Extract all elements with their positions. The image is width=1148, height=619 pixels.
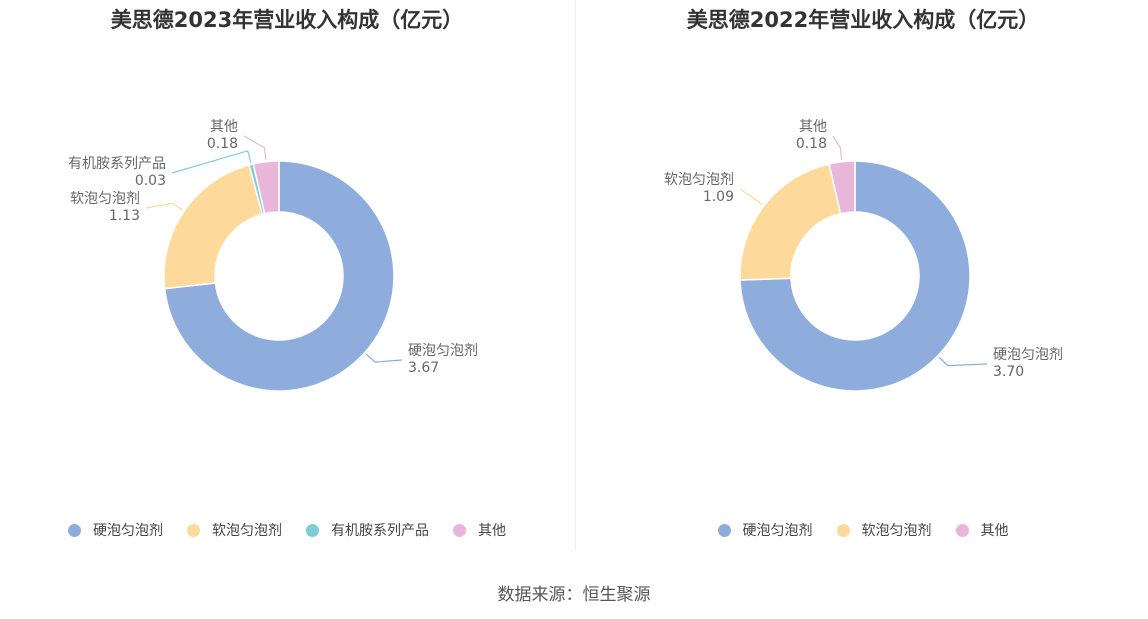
slice-value-label-2: 0.03 [135, 173, 166, 189]
legend-2022: 硬泡匀泡剂 软泡匀泡剂 其他 [576, 520, 1148, 540]
data-source-footer: 数据来源：恒生聚源 [497, 585, 651, 605]
legend-label: 硬泡匀泡剂 [742, 523, 813, 539]
legend-label: 软泡匀泡剂 [212, 523, 282, 539]
donut-slice-0 [163, 160, 395, 392]
legend-item-0[interactable]: 硬泡匀泡剂 [68, 520, 163, 540]
leader-line-0 [938, 356, 988, 367]
donut-slice-3 [252, 160, 280, 215]
leader-line-1 [739, 188, 763, 206]
slice-value-label-2: 0.18 [796, 136, 827, 152]
slice-value-label-0: 3.67 [408, 360, 439, 376]
donut-slice-2 [828, 160, 856, 215]
slice-name-label-1: 软泡匀泡剂 [664, 172, 734, 188]
legend-label: 其他 [478, 523, 506, 539]
legend-marker-icon [717, 523, 731, 537]
legend-label: 有机胺系列产品 [331, 523, 429, 539]
leader-line-2 [171, 150, 252, 174]
panel-divider [575, 0, 576, 550]
chart-panel-2022: 美思德2022年营业收入构成（亿元） 硬泡匀泡剂 3.70 软泡匀泡剂 1.09 其他 0… [576, 0, 1148, 550]
legend-item-2[interactable]: 其他 [955, 520, 1009, 540]
donut-slice-1 [739, 163, 842, 281]
slice-value-label-0: 3.70 [993, 364, 1024, 380]
legend-marker-icon [68, 523, 81, 537]
legend-marker-icon [955, 523, 969, 537]
slice-name-label-0: 硬泡匀泡剂 [993, 347, 1063, 363]
leader-line-0 [365, 353, 403, 363]
slice-name-label-3: 其他 [210, 119, 238, 135]
legend-item-2[interactable]: 有机胺系列产品 [306, 520, 429, 540]
legend-label: 软泡匀泡剂 [861, 523, 932, 539]
leader-line-3 [243, 135, 267, 160]
legend-item-1[interactable]: 软泡匀泡剂 [187, 520, 282, 540]
legend-item-1[interactable]: 软泡匀泡剂 [836, 520, 932, 540]
leader-line-2 [832, 135, 843, 160]
slice-name-label-2: 有机胺系列产品 [68, 156, 166, 172]
chart-title-2022: 美思德2022年营业收入构成（亿元） [686, 8, 1040, 32]
donut-slice-0 [739, 160, 971, 392]
slice-name-label-0: 硬泡匀泡剂 [408, 343, 478, 359]
chart-panel-2023: 美思德2023年营业收入构成（亿元） 硬泡匀泡剂 3.67 软泡匀泡剂 1.13 有机胺… [0, 0, 574, 550]
legend-label: 其他 [980, 523, 1009, 539]
slice-name-label-1: 软泡匀泡剂 [70, 191, 140, 207]
legend-2023: 硬泡匀泡剂 软泡匀泡剂 有机胺系列产品 其他 [0, 520, 574, 540]
legend-marker-icon [453, 523, 466, 537]
slice-name-label-2: 其他 [799, 119, 827, 135]
legend-label: 硬泡匀泡剂 [93, 523, 163, 539]
slice-value-label-3: 0.18 [207, 136, 238, 152]
chart-title-2023: 美思德2023年营业收入构成（亿元） [110, 8, 464, 32]
slice-value-label-1: 1.13 [109, 208, 140, 224]
slice-value-label-1: 1.09 [703, 189, 734, 205]
legend-marker-icon [187, 523, 200, 537]
legend-item-3[interactable]: 其他 [453, 520, 506, 540]
legend-item-0[interactable]: 硬泡匀泡剂 [717, 520, 813, 540]
donut-slice-1 [163, 164, 264, 290]
legend-marker-icon [306, 523, 319, 537]
legend-marker-icon [836, 523, 850, 537]
leader-line-1 [145, 202, 183, 211]
